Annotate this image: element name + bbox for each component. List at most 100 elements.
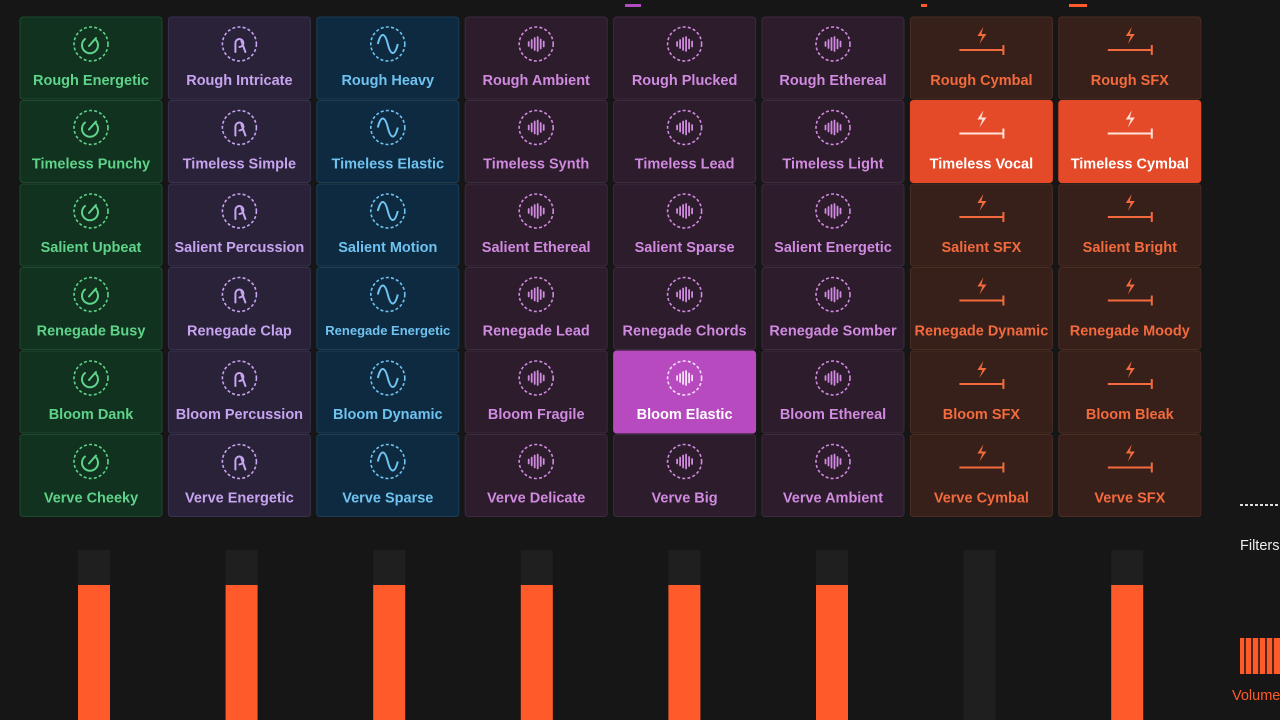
pad[interactable]: Bloom Elastic (613, 350, 757, 434)
pad-label: Salient Energetic (774, 240, 892, 256)
icon-ring (369, 26, 406, 62)
pad[interactable]: Bloom Bleak (1058, 350, 1202, 434)
slider-fill[interactable] (225, 585, 258, 720)
pad[interactable]: Renegade Energetic (316, 267, 460, 350)
slider-fill[interactable] (373, 585, 406, 720)
pad-background (19, 100, 163, 183)
icon-ring (221, 443, 258, 480)
pad-background (613, 267, 757, 350)
icon (959, 379, 1005, 389)
pad[interactable]: Rough Heavy (316, 16, 460, 100)
icon-ring (518, 276, 555, 313)
slider-fill[interactable] (816, 585, 848, 720)
filters-label[interactable]: Filters (1240, 538, 1279, 554)
pad[interactable]: Verve Energetic (167, 434, 311, 517)
icon (81, 371, 99, 389)
pad[interactable]: Bloom Fragile (464, 350, 608, 434)
pad[interactable]: Salient Energetic (761, 183, 905, 267)
pad[interactable]: Salient Upbeat (19, 183, 163, 267)
pad-label: Bloom Dank (49, 407, 135, 423)
icon-ring (73, 360, 109, 396)
slider-track[interactable] (963, 550, 996, 720)
pad[interactable]: Salient Bright (1058, 183, 1202, 267)
slider-fill[interactable] (1111, 585, 1144, 720)
pad-label: Verve Energetic (185, 490, 294, 506)
pad[interactable]: Renegade Dynamic (909, 267, 1053, 350)
pad[interactable]: Renegade Somber (761, 267, 905, 350)
pad[interactable]: Salient SFX (909, 183, 1053, 267)
pad[interactable]: Verve Big (613, 434, 757, 517)
pad-label: Renegade Moody (1070, 323, 1190, 339)
pad-label: Salient Upbeat (41, 240, 142, 256)
pad[interactable]: Bloom SFX (909, 350, 1053, 434)
pad-background (316, 183, 460, 267)
icon-ring (666, 276, 703, 313)
pad[interactable]: Rough Plucked (613, 16, 757, 100)
pad-background (613, 434, 757, 517)
pad[interactable]: Rough Intricate (167, 16, 311, 100)
pad[interactable]: Verve Cheeky (19, 434, 163, 517)
pad[interactable]: Timeless Light (761, 100, 905, 183)
pad[interactable]: Renegade Lead (464, 267, 608, 350)
pad[interactable]: Salient Percussion (167, 183, 311, 267)
pad-label: Bloom Fragile (488, 407, 585, 423)
pad[interactable]: Verve Sparse (316, 434, 460, 517)
pad[interactable]: Bloom Ethereal (761, 350, 905, 434)
pad[interactable]: Rough SFX (1058, 16, 1202, 100)
pad[interactable]: Timeless Synth (464, 100, 608, 183)
pad[interactable]: Verve Delicate (464, 434, 608, 517)
pad[interactable]: Rough Cymbal (909, 16, 1053, 100)
pad-background (19, 350, 163, 434)
pad-label: Rough Energetic (33, 73, 149, 89)
pad[interactable]: Salient Motion (316, 183, 460, 267)
pad-background (761, 267, 905, 350)
pad[interactable]: Renegade Busy (19, 267, 163, 350)
pad[interactable]: Rough Ethereal (761, 16, 905, 100)
pad[interactable]: Salient Ethereal (464, 183, 608, 267)
icon (959, 45, 1005, 55)
pad[interactable]: Salient Sparse (613, 183, 757, 267)
pad[interactable]: Verve SFX (1058, 434, 1202, 517)
slider-fill[interactable] (78, 585, 110, 720)
pad[interactable]: Timeless Vocal (909, 100, 1053, 183)
icon-ring (221, 276, 258, 313)
pad-label: Bloom Percussion (176, 407, 303, 423)
pad[interactable]: Rough Ambient (464, 16, 608, 100)
pad-label: Salient Motion (338, 240, 437, 256)
pad-background (19, 434, 163, 517)
pad[interactable]: Bloom Dank (19, 350, 163, 434)
pad[interactable]: Renegade Clap (167, 267, 311, 350)
pad-label: Bloom Elastic (637, 407, 733, 423)
volume-label[interactable]: Volume (1232, 688, 1280, 704)
volume-meter (1240, 638, 1280, 674)
pad[interactable]: Rough Energetic (19, 16, 163, 100)
pad[interactable]: Timeless Elastic (316, 100, 460, 183)
pad[interactable]: Bloom Dynamic (316, 350, 460, 434)
pad[interactable]: Renegade Moody (1058, 267, 1202, 350)
pad-background (761, 350, 905, 434)
slider-fill[interactable] (520, 585, 553, 720)
pad-background (613, 183, 757, 267)
icon-ring (73, 276, 109, 313)
pad[interactable]: Verve Cymbal (909, 434, 1053, 517)
icon-ring (518, 26, 555, 62)
icon (977, 361, 987, 378)
icon-ring (221, 360, 258, 396)
pad-label: Rough Ethereal (779, 73, 886, 89)
pad[interactable]: Renegade Chords (613, 267, 757, 350)
pad[interactable]: Bloom Percussion (167, 350, 311, 434)
pad-background (761, 183, 905, 267)
pad-background (1058, 434, 1202, 517)
pad-background (167, 434, 311, 517)
pad[interactable]: Timeless Punchy (19, 100, 163, 183)
pad[interactable]: Verve Ambient (761, 434, 905, 517)
slider-fill[interactable] (668, 585, 701, 720)
pad[interactable]: Timeless Simple (167, 100, 311, 183)
pad[interactable]: Timeless Lead (613, 100, 757, 183)
pad[interactable]: Timeless Cymbal (1058, 100, 1202, 183)
pad-label: Timeless Synth (483, 156, 589, 172)
pad-label: Rough SFX (1091, 73, 1169, 89)
icon-ring (815, 26, 851, 62)
pad-grid: Rough Energetic Timeless Punchy Salient Up… (19, 16, 1202, 517)
icon (1107, 295, 1153, 306)
